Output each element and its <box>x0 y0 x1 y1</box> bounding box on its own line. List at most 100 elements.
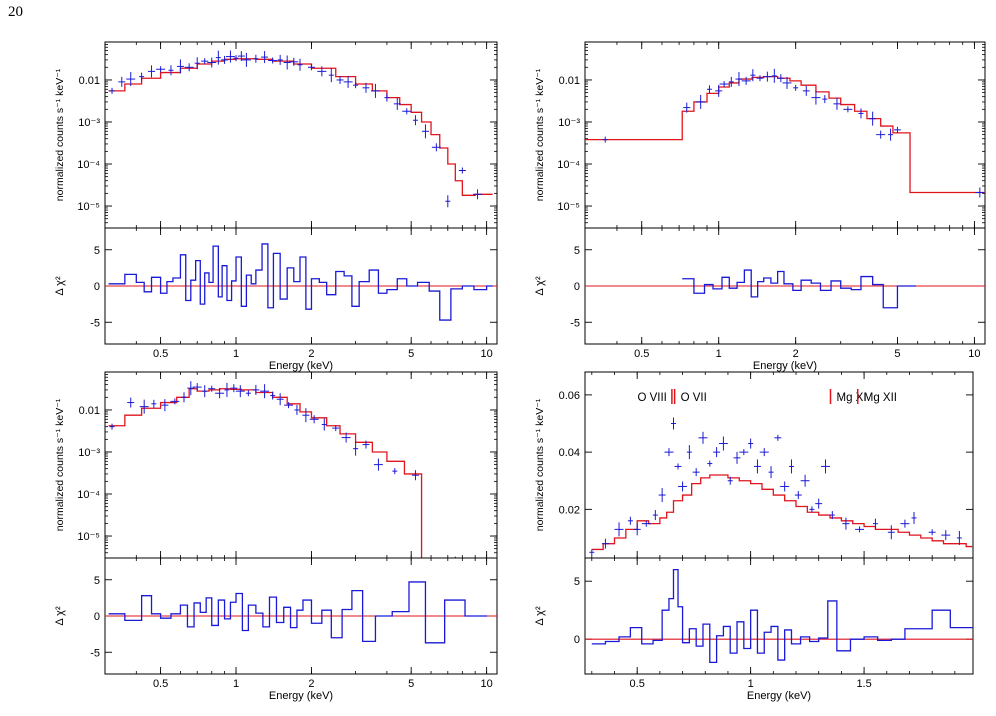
data-point <box>815 498 823 509</box>
data-point <box>156 66 166 73</box>
y-axis-label: normalized counts s⁻¹ keV⁻¹ <box>54 68 66 201</box>
data-point <box>458 167 466 174</box>
plot-area <box>585 568 973 664</box>
data-point <box>192 383 202 392</box>
data-point <box>215 50 221 65</box>
y-axis-label: Δ χ² <box>534 606 546 626</box>
data-point <box>794 491 802 500</box>
data-point <box>719 81 729 88</box>
data-point <box>317 66 327 77</box>
data-point <box>674 463 682 470</box>
data-point <box>241 52 251 67</box>
data-point <box>284 402 294 409</box>
data-point <box>735 72 743 87</box>
plot-frame <box>584 41 986 229</box>
y-tick-label: 10⁻⁴ <box>77 489 100 501</box>
data-point <box>601 538 609 549</box>
data-point <box>589 549 595 556</box>
data-point <box>268 57 278 64</box>
data-point <box>809 506 815 513</box>
x-tick-label: 10 <box>968 348 980 360</box>
data-point <box>715 84 723 97</box>
data-point <box>221 55 229 64</box>
data-point <box>454 556 456 558</box>
data-point <box>230 384 238 393</box>
y-tick-label: 10⁻³ <box>78 117 100 129</box>
data-point <box>307 64 315 71</box>
data-point <box>270 391 276 400</box>
panel-top-left: 10⁻⁵ 10⁻⁴ 10⁻³ 0.01 normalized counts s⁻¹ ke… <box>54 41 498 229</box>
x-tick-label: 1 <box>748 678 754 690</box>
data-point <box>109 87 115 94</box>
x-tick-label: 5 <box>408 678 414 690</box>
data-point <box>728 76 734 87</box>
data-point <box>362 82 370 93</box>
x-tick-label: 5 <box>894 348 900 360</box>
data-point <box>800 474 810 487</box>
data-point <box>627 516 633 525</box>
y-axis-label: normalized counts s⁻¹ keV⁻¹ <box>534 398 546 531</box>
plot-frame <box>584 557 974 675</box>
data-point <box>161 399 169 412</box>
data-point <box>774 434 782 441</box>
line-annotation: O VIII <box>637 392 666 404</box>
data-point <box>750 69 756 82</box>
data-point <box>678 481 688 492</box>
plot-area <box>108 50 493 208</box>
data-point <box>309 415 319 424</box>
data-point <box>469 560 474 568</box>
data-point <box>207 57 217 68</box>
data-point <box>362 440 370 449</box>
data-point <box>941 530 951 541</box>
data-point <box>872 518 878 529</box>
panel-top-right: 10⁻⁵ 10⁻⁴ 10⁻³ 0.01 normalized counts s⁻¹ ke… <box>534 41 986 229</box>
y-axis-label: normalized counts s⁻¹ keV⁻¹ <box>54 398 66 531</box>
model-curve <box>585 75 985 194</box>
line-annotation: Mg XII <box>864 392 897 404</box>
data-point <box>336 75 344 84</box>
data-point <box>683 102 691 113</box>
data-point <box>762 71 772 82</box>
x-tick-label: 2 <box>308 348 314 360</box>
model-curve <box>108 388 423 558</box>
data-point <box>289 57 299 66</box>
y-tick-label: -5 <box>90 647 100 659</box>
y-tick-label: 5 <box>574 245 580 257</box>
data-point <box>768 466 774 479</box>
data-point <box>201 58 209 65</box>
y-axis-label: Δ χ² <box>54 606 66 626</box>
line-annotation: Mg XI <box>837 392 867 404</box>
data-point <box>727 476 733 485</box>
data-point <box>294 404 300 415</box>
data-point <box>739 449 749 456</box>
y-tick-label: 0.01 <box>79 405 100 417</box>
y-axis-label: normalized counts s⁻¹ keV⁻¹ <box>534 68 546 201</box>
data-point <box>614 522 624 537</box>
data-point <box>321 418 327 431</box>
x-tick-label: 0.5 <box>153 678 168 690</box>
line-annotation: O VII <box>681 392 707 404</box>
data-point <box>893 126 901 133</box>
data-point <box>741 76 751 85</box>
data-point <box>975 187 985 198</box>
data-point <box>168 65 174 76</box>
data-point <box>332 425 340 432</box>
data-point <box>821 459 831 474</box>
data-point <box>707 460 713 467</box>
data-point <box>706 85 712 94</box>
panel-top-left-residual: 0.5 1 2 5 10 Energy (keV) -5 0 5 Δ χ² <box>54 227 498 372</box>
data-point <box>811 90 821 105</box>
y-tick-label: 0 <box>94 281 100 293</box>
x-axis-label: Energy (keV) <box>747 690 811 702</box>
y-tick-label: 10⁻⁴ <box>77 159 100 171</box>
x-axis-label: Energy (keV) <box>269 360 333 372</box>
data-point <box>780 481 790 492</box>
y-tick-label: 0.06 <box>559 390 580 402</box>
data-point <box>670 417 676 430</box>
y-tick-label: 10⁻⁵ <box>77 531 100 543</box>
data-point <box>802 85 810 96</box>
data-point <box>793 84 799 91</box>
x-tick-label: 1 <box>233 678 239 690</box>
plot-area <box>108 381 474 568</box>
data-point <box>252 384 260 395</box>
